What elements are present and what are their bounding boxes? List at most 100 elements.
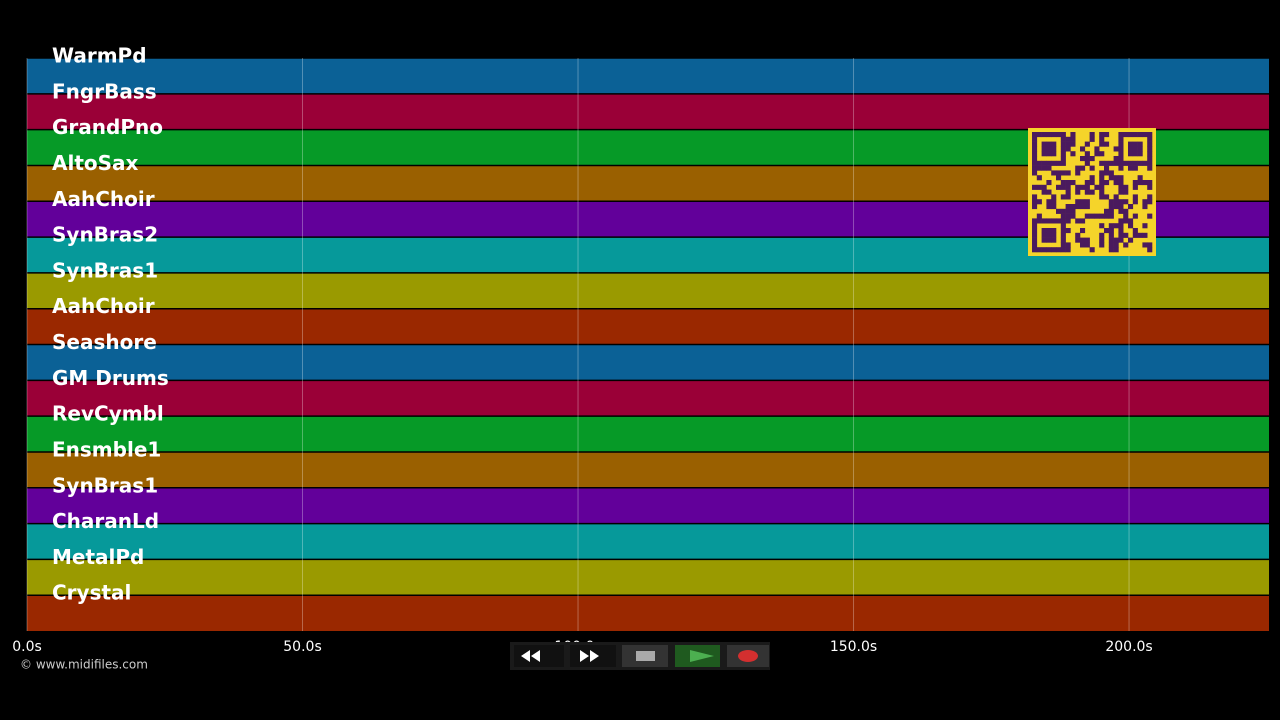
track-lane <box>27 58 1269 94</box>
track-lane <box>27 451 1269 488</box>
qr-module <box>1118 175 1124 181</box>
qr-module <box>1080 199 1086 205</box>
qr-module <box>1032 146 1038 152</box>
qr-module <box>1032 160 1038 166</box>
qr-module <box>1132 151 1138 157</box>
qr-module <box>1108 213 1114 219</box>
forward-button[interactable] <box>570 645 616 667</box>
qr-module <box>1075 232 1081 238</box>
qr-module <box>1132 146 1138 152</box>
qr-module <box>1128 165 1134 171</box>
qr-module <box>1084 189 1090 195</box>
qr-module <box>1123 218 1129 224</box>
qr-module <box>1060 247 1066 253</box>
qr-module <box>1060 170 1066 176</box>
qr-module <box>1089 213 1095 219</box>
qr-module <box>1060 132 1066 138</box>
track-lane <box>27 93 1269 130</box>
qr-module <box>1123 232 1129 238</box>
track-name: RevCymbl <box>52 402 164 426</box>
track-name: GM Drums <box>52 366 169 390</box>
qr-module <box>1084 141 1090 147</box>
qr-module <box>1118 237 1124 243</box>
qr-module <box>1041 132 1047 138</box>
qr-module <box>1075 184 1081 190</box>
qr-module <box>1032 141 1038 147</box>
qr-module <box>1046 180 1052 186</box>
qr-module <box>1113 204 1119 210</box>
qr-module <box>1080 218 1086 224</box>
qr-module <box>1051 194 1057 200</box>
rewind-button[interactable] <box>514 645 564 667</box>
qr-module <box>1108 204 1114 210</box>
qr-module <box>1123 189 1129 195</box>
qr-module <box>1094 213 1100 219</box>
qr-module <box>1104 165 1110 171</box>
stop-button[interactable] <box>622 645 668 667</box>
qr-module <box>1080 228 1086 234</box>
qr-module <box>1046 160 1052 166</box>
track-name: CharanLd <box>52 509 159 533</box>
qr-module <box>1132 132 1138 138</box>
qr-module <box>1132 213 1138 219</box>
qr-module <box>1118 223 1124 229</box>
qr-module <box>1147 136 1153 142</box>
qr-module <box>1065 194 1071 200</box>
qr-module <box>1051 199 1057 205</box>
qr-module <box>1137 232 1143 238</box>
qr-module <box>1137 175 1143 181</box>
qr-module <box>1060 184 1066 190</box>
qr-module <box>1142 223 1148 229</box>
record-button[interactable] <box>727 645 769 667</box>
qr-module <box>1070 208 1076 214</box>
qr-module <box>1118 184 1124 190</box>
icon <box>636 651 655 661</box>
qr-module <box>1147 160 1153 166</box>
tick-label: 150.0s <box>830 639 877 655</box>
qr-module <box>1128 151 1134 157</box>
qr-module <box>1113 175 1119 181</box>
qr-code <box>1028 128 1156 256</box>
qr-module <box>1032 199 1038 205</box>
qr-module <box>1051 146 1057 152</box>
qr-module <box>1051 141 1057 147</box>
qr-module <box>1065 189 1071 195</box>
qr-module <box>1056 132 1062 138</box>
qr-module <box>1137 151 1143 157</box>
track-name: MetalPd <box>52 545 144 569</box>
qr-module <box>1118 151 1124 157</box>
qr-module <box>1132 165 1138 171</box>
qr-module <box>1137 180 1143 186</box>
qr-module <box>1099 223 1105 229</box>
qr-module <box>1132 184 1138 190</box>
track-name: Seashore <box>52 330 157 354</box>
qr-module <box>1051 218 1057 224</box>
qr-module <box>1142 132 1148 138</box>
qr-module <box>1084 237 1090 243</box>
qr-module <box>1137 146 1143 152</box>
play-button[interactable] <box>675 645 720 667</box>
track-lane <box>27 559 1269 596</box>
qr-module <box>1065 242 1071 248</box>
qr-module <box>1084 204 1090 210</box>
qr-module <box>1065 141 1071 147</box>
qr-module <box>1123 208 1129 214</box>
qr-module <box>1056 175 1062 181</box>
qr-module <box>1132 141 1138 147</box>
qr-module <box>1142 242 1148 248</box>
qr-module <box>1099 160 1105 166</box>
qr-module <box>1032 228 1038 234</box>
qr-module <box>1060 242 1066 248</box>
qr-module <box>1104 132 1110 138</box>
qr-module <box>1036 184 1042 190</box>
qr-module <box>1065 136 1071 142</box>
track-name: SynBras1 <box>52 258 158 282</box>
track-name: Crystal <box>52 581 131 605</box>
qr-module <box>1060 194 1066 200</box>
qr-module <box>1065 213 1071 219</box>
qr-module <box>1041 146 1047 152</box>
qr-module <box>1108 170 1114 176</box>
qr-module <box>1075 237 1081 243</box>
qr-module <box>1099 189 1105 195</box>
